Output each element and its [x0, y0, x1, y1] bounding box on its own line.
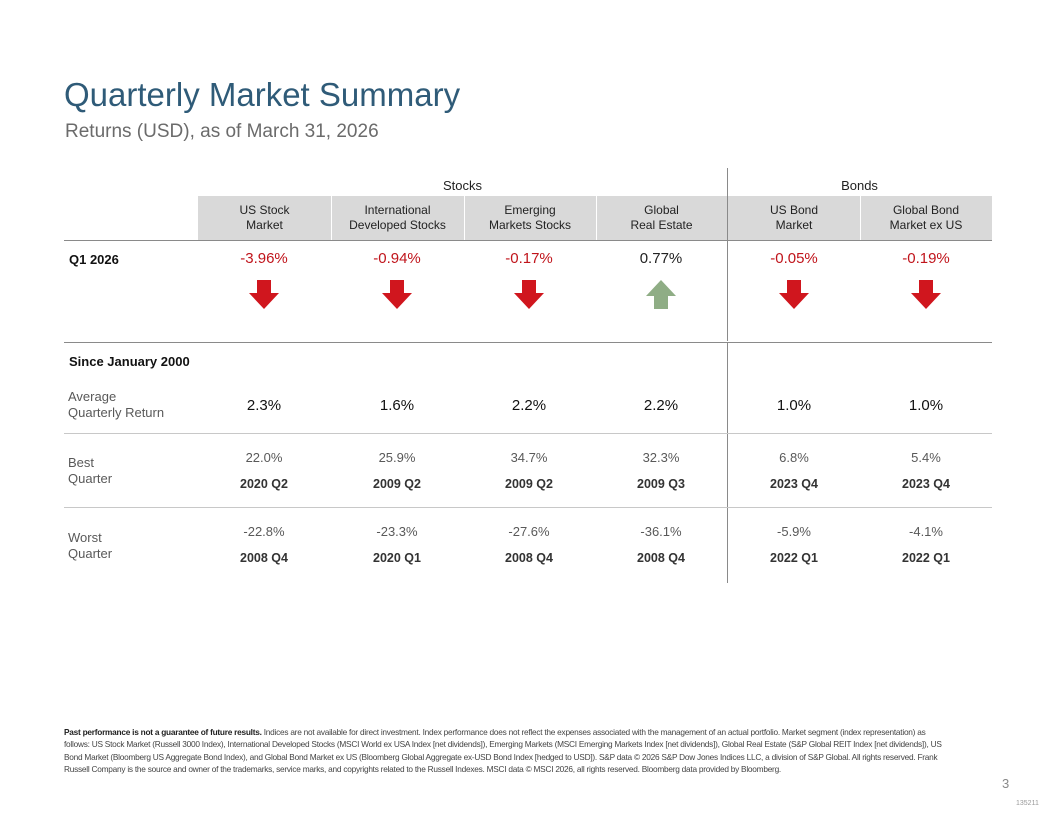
worst-row-label: Worst Quarter [68, 530, 198, 562]
down-arrow-icon [382, 280, 412, 309]
column-header-global-real-estate: Global Real Estate [596, 196, 727, 240]
best-value-global-bond: 5.4% [911, 450, 941, 465]
up-arrow-icon [646, 280, 676, 309]
header-separator [596, 196, 597, 240]
worst-value-us-bond: -5.9% [777, 524, 811, 539]
header-rule [64, 240, 992, 241]
worst-value-emerging: -27.6% [508, 524, 550, 539]
average-value-intl-developed: 1.6% [379, 397, 415, 414]
column-header-us-bond: US Bond Market [728, 196, 860, 240]
best-value-us-bond: 6.8% [779, 450, 809, 465]
column-header-line: Markets Stocks [488, 218, 572, 232]
worst-period-emerging: 2008 Q4 [505, 551, 553, 565]
best-period-us-stock: 2020 Q2 [240, 477, 288, 491]
average-value-emerging: 2.2% [511, 397, 547, 414]
best-period-global-bond: 2023 Q4 [902, 477, 950, 491]
quarter-value-emerging: -0.17% [505, 250, 553, 267]
down-arrow-icon [911, 280, 941, 309]
since-section-label: Since January 2000 [69, 354, 190, 369]
disclosure-bold-lead: Past performance is not a guarantee of f… [64, 727, 262, 737]
header-separator [860, 196, 861, 240]
column-header-line: Global [644, 203, 679, 217]
header-separator [331, 196, 332, 240]
worst-period-intl-developed: 2020 Q1 [373, 551, 421, 565]
column-header-us-stock: US Stock Market [198, 196, 331, 240]
column-header-intl-developed: International Developed Stocks [331, 196, 464, 240]
best-label-line: Quarter [68, 471, 113, 486]
best-value-global-real-estate: 32.3% [642, 450, 680, 465]
document-code: 135211 [1016, 800, 1039, 807]
quarter-value-global-bond: -0.19% [902, 250, 950, 267]
down-arrow-icon [779, 280, 809, 309]
page-title: Quarterly Market Summary [64, 76, 461, 113]
column-header-line: Real Estate [630, 218, 693, 232]
average-value-global-bond: 1.0% [908, 397, 944, 414]
worst-value-global-real-estate: -36.1% [640, 524, 682, 539]
column-header-line: US Stock [239, 203, 290, 217]
average-row-label: Average Quarterly Return [68, 389, 198, 421]
best-row-label: Best Quarter [68, 455, 198, 487]
average-value-global-real-estate: 2.2% [643, 397, 679, 414]
worst-value-intl-developed: -23.3% [376, 524, 418, 539]
average-value-us-stock: 2.3% [246, 397, 282, 414]
column-header-line: Market ex US [889, 218, 963, 232]
worst-label-line: Worst [68, 530, 102, 545]
quarter-value-us-stock: -3.96% [240, 250, 288, 267]
down-arrow-icon [514, 280, 544, 309]
best-value-intl-developed: 25.9% [378, 450, 416, 465]
section-rule [64, 342, 992, 343]
column-header-line: International [364, 203, 431, 217]
page-subtitle: Returns (USD), as of March 31, 2026 [65, 121, 379, 142]
worst-value-us-stock: -22.8% [243, 524, 285, 539]
best-value-emerging: 34.7% [510, 450, 548, 465]
column-header-line: Emerging [504, 203, 556, 217]
best-period-us-bond: 2023 Q4 [770, 477, 818, 491]
average-label-line: Average [68, 389, 117, 404]
header-separator [464, 196, 465, 240]
column-header-global-bond: Global Bond Market ex US [860, 196, 992, 240]
disclosure-text: Indices are not available for direct inv… [64, 727, 942, 774]
column-header-line: Developed Stocks [349, 218, 446, 232]
average-value-us-bond: 1.0% [776, 397, 812, 414]
average-label-line: Quarterly Return [68, 405, 165, 420]
worst-label-line: Quarter [68, 546, 113, 561]
worst-value-global-bond: -4.1% [909, 524, 943, 539]
column-header-line: Market [775, 218, 813, 232]
row-rule [64, 507, 992, 508]
worst-period-us-stock: 2008 Q4 [240, 551, 288, 565]
group-label-stocks: Stocks [442, 178, 482, 193]
best-label-line: Best [68, 455, 95, 470]
column-header-line: Market [246, 218, 283, 232]
column-header-emerging: Emerging Markets Stocks [464, 196, 596, 240]
quarter-value-global-real-estate: 0.77% [639, 250, 683, 267]
quarter-value-us-bond: -0.05% [770, 250, 818, 267]
page-number: 3 [1002, 776, 1010, 791]
stocks-bonds-divider-lower [727, 343, 728, 583]
quarter-value-intl-developed: -0.94% [373, 250, 421, 267]
worst-period-us-bond: 2022 Q1 [770, 551, 818, 565]
best-period-emerging: 2009 Q2 [505, 477, 553, 491]
column-header-line: US Bond [769, 203, 819, 217]
best-period-intl-developed: 2009 Q2 [373, 477, 421, 491]
worst-period-global-bond: 2022 Q1 [902, 551, 950, 565]
worst-period-global-real-estate: 2008 Q4 [637, 551, 685, 565]
row-rule [64, 433, 992, 434]
down-arrow-icon [249, 280, 279, 309]
disclosure-footnote: Past performance is not a guarantee of f… [64, 726, 944, 775]
best-period-global-real-estate: 2009 Q3 [637, 477, 685, 491]
best-value-us-stock: 22.0% [245, 450, 283, 465]
group-label-bonds: Bonds [841, 178, 878, 193]
quarter-row-label: Q1 2026 [69, 252, 119, 267]
stocks-bonds-divider [727, 168, 728, 341]
column-header-line: Global Bond [892, 203, 960, 217]
